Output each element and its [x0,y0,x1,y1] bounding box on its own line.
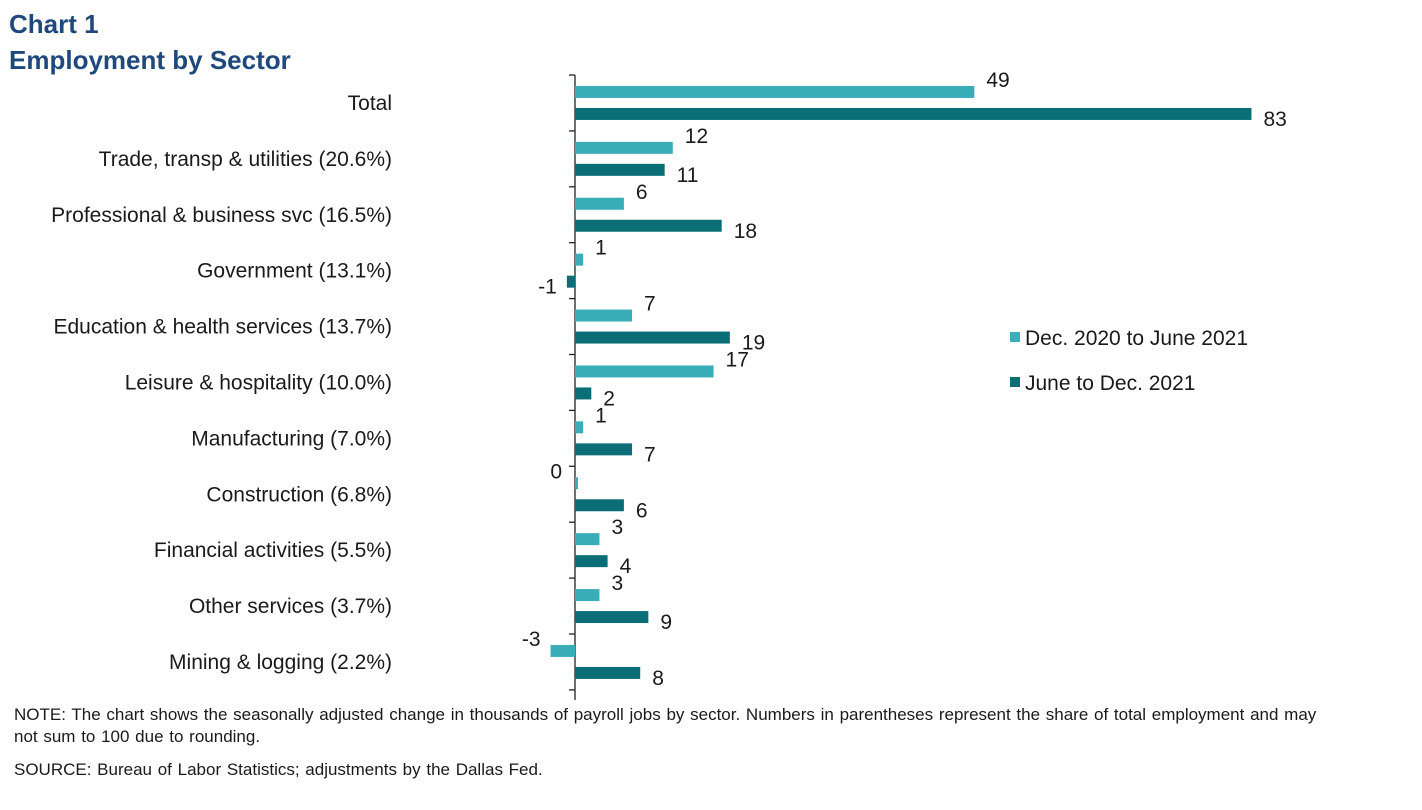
category-label: Other services (3.7%) [189,595,392,618]
data-label: 6 [636,181,648,204]
category-label: Total [348,92,392,115]
data-label: 19 [742,332,765,355]
bar-series-2 [575,443,633,456]
bar-series-1 [575,253,584,266]
data-label: 12 [685,125,708,148]
bar-series-2 [575,499,624,512]
category-label: Government (13.1%) [197,260,392,283]
chart-number: Chart 1 [9,9,99,39]
category-label: Mining & logging (2.2%) [169,651,392,674]
category-label: Professional & business svc (16.5%) [51,204,392,227]
data-label: 3 [611,572,623,595]
category-label: Financial activities (5.5%) [154,539,392,562]
data-label: -3 [522,628,541,651]
chart-source: SOURCE: Bureau of Labor Statistics; adju… [14,760,543,779]
bar-series-1 [575,477,578,490]
bar-series-1 [575,141,673,154]
bar-series-2 [575,555,608,568]
legend-label: Dec. 2020 to June 2021 [1025,327,1248,350]
bar-series-1 [550,644,575,657]
bar-series-2 [575,219,722,232]
data-label: 4 [620,555,632,578]
bar-series-1 [575,85,975,98]
plot-area: Total Trade, transp & utilities (20.6%) Pr… [51,69,1287,700]
category-label: Manufacturing (7.0%) [191,427,392,450]
category-label: Construction (6.8%) [206,483,392,506]
legend-swatch [1010,377,1020,387]
category-label: Education & health services (13.7%) [53,316,392,339]
legend: Dec. 2020 to June 2021 June to Dec. 2021 [1010,327,1248,395]
bar-series-2 [575,107,1252,120]
legend-label: June to Dec. 2021 [1025,372,1195,395]
bar-series-2 [575,331,730,344]
bar-series-2 [575,611,649,624]
bar-chart: Total Trade, transp & utilities (20.6%) Pr… [51,69,1287,700]
bar-series-1 [575,309,633,322]
data-label: 0 [550,460,562,483]
category-label: Trade, transp & utilities (20.6%) [99,148,392,171]
data-label: 18 [734,220,757,243]
data-label: 6 [636,499,648,522]
data-label: 11 [677,164,699,187]
data-label: -1 [538,276,557,299]
data-label: 1 [595,404,607,427]
bar-series-1 [575,197,624,210]
bar-series-2 [575,387,592,400]
data-label: 1 [595,237,607,260]
data-label: 2 [603,387,615,410]
bar-series-1 [575,589,600,602]
bar-series-2 [566,275,575,288]
data-label: 49 [986,69,1009,92]
category-label: Leisure & hospitality (10.0%) [125,371,392,394]
legend-swatch [1010,332,1020,342]
data-label: 3 [611,516,623,539]
data-label: 7 [644,443,656,466]
data-label: 83 [1263,108,1286,131]
data-label: 8 [652,667,664,690]
data-label: 17 [726,348,749,371]
bar-series-1 [575,533,600,546]
bar-series-1 [575,365,714,378]
data-label: 7 [644,293,656,316]
bar-series-1 [575,421,584,434]
data-label: 9 [660,611,672,634]
chart-note: NOTE: The chart shows the seasonally adj… [14,705,1317,746]
bar-series-2 [575,666,641,679]
bar-series-2 [575,163,665,176]
chart-title: Employment by Sector [9,45,291,75]
